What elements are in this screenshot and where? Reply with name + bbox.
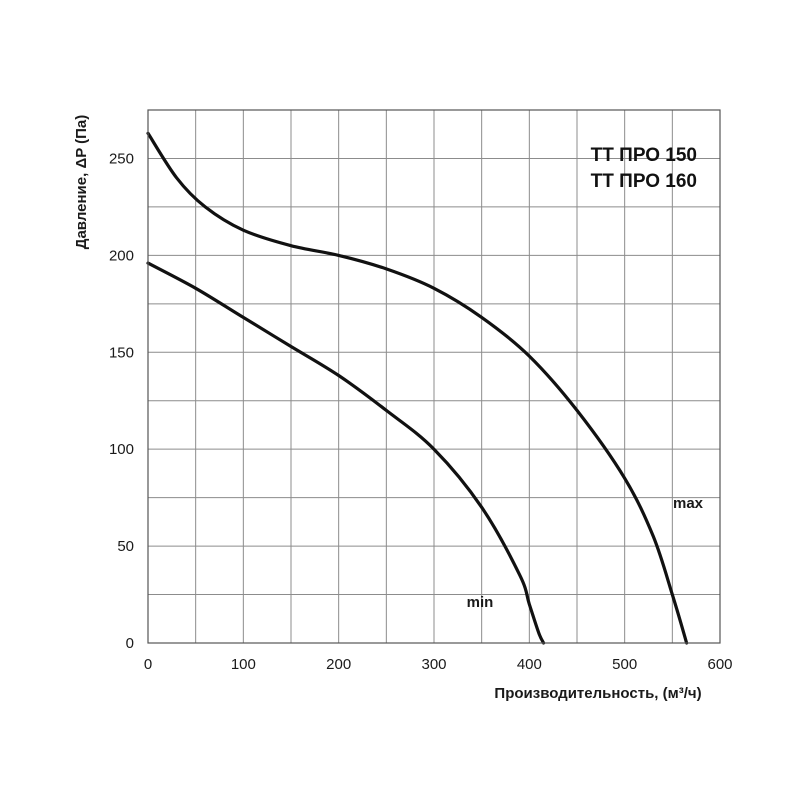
- y-tick-label: 0: [126, 635, 134, 652]
- x-tick-label: 100: [231, 656, 256, 673]
- grid: [148, 110, 720, 643]
- x-tick-label: 400: [517, 656, 542, 673]
- series-label-max: max: [673, 495, 704, 512]
- x-tick-label: 600: [707, 656, 732, 673]
- x-axis-title: Производительность, (м³/ч): [494, 685, 701, 702]
- series-line-min: [146, 261, 546, 645]
- tick-labels: 0 100 200 300 400 500 600 0 50 100 150 200 250: [109, 150, 733, 673]
- x-tick-label: 0: [144, 656, 152, 673]
- model-label-2: ТТ ПРО 160: [591, 171, 697, 192]
- model-label-1: ТТ ПРО 150: [591, 145, 697, 166]
- y-tick-label: 250: [109, 150, 134, 167]
- x-tick-label: 500: [612, 656, 637, 673]
- y-tick-label: 150: [109, 344, 134, 361]
- plot-frame: [147, 109, 721, 644]
- series-line-max: [146, 131, 689, 645]
- curves: [146, 131, 689, 645]
- series-label-min: min: [467, 594, 494, 611]
- y-tick-label: 200: [109, 247, 134, 264]
- x-tick-label: 200: [326, 656, 351, 673]
- y-tick-label: 100: [109, 441, 134, 458]
- y-tick-label: 50: [117, 538, 134, 555]
- y-axis-title: Давление, ΔP (Па): [73, 115, 90, 249]
- x-tick-label: 300: [421, 656, 446, 673]
